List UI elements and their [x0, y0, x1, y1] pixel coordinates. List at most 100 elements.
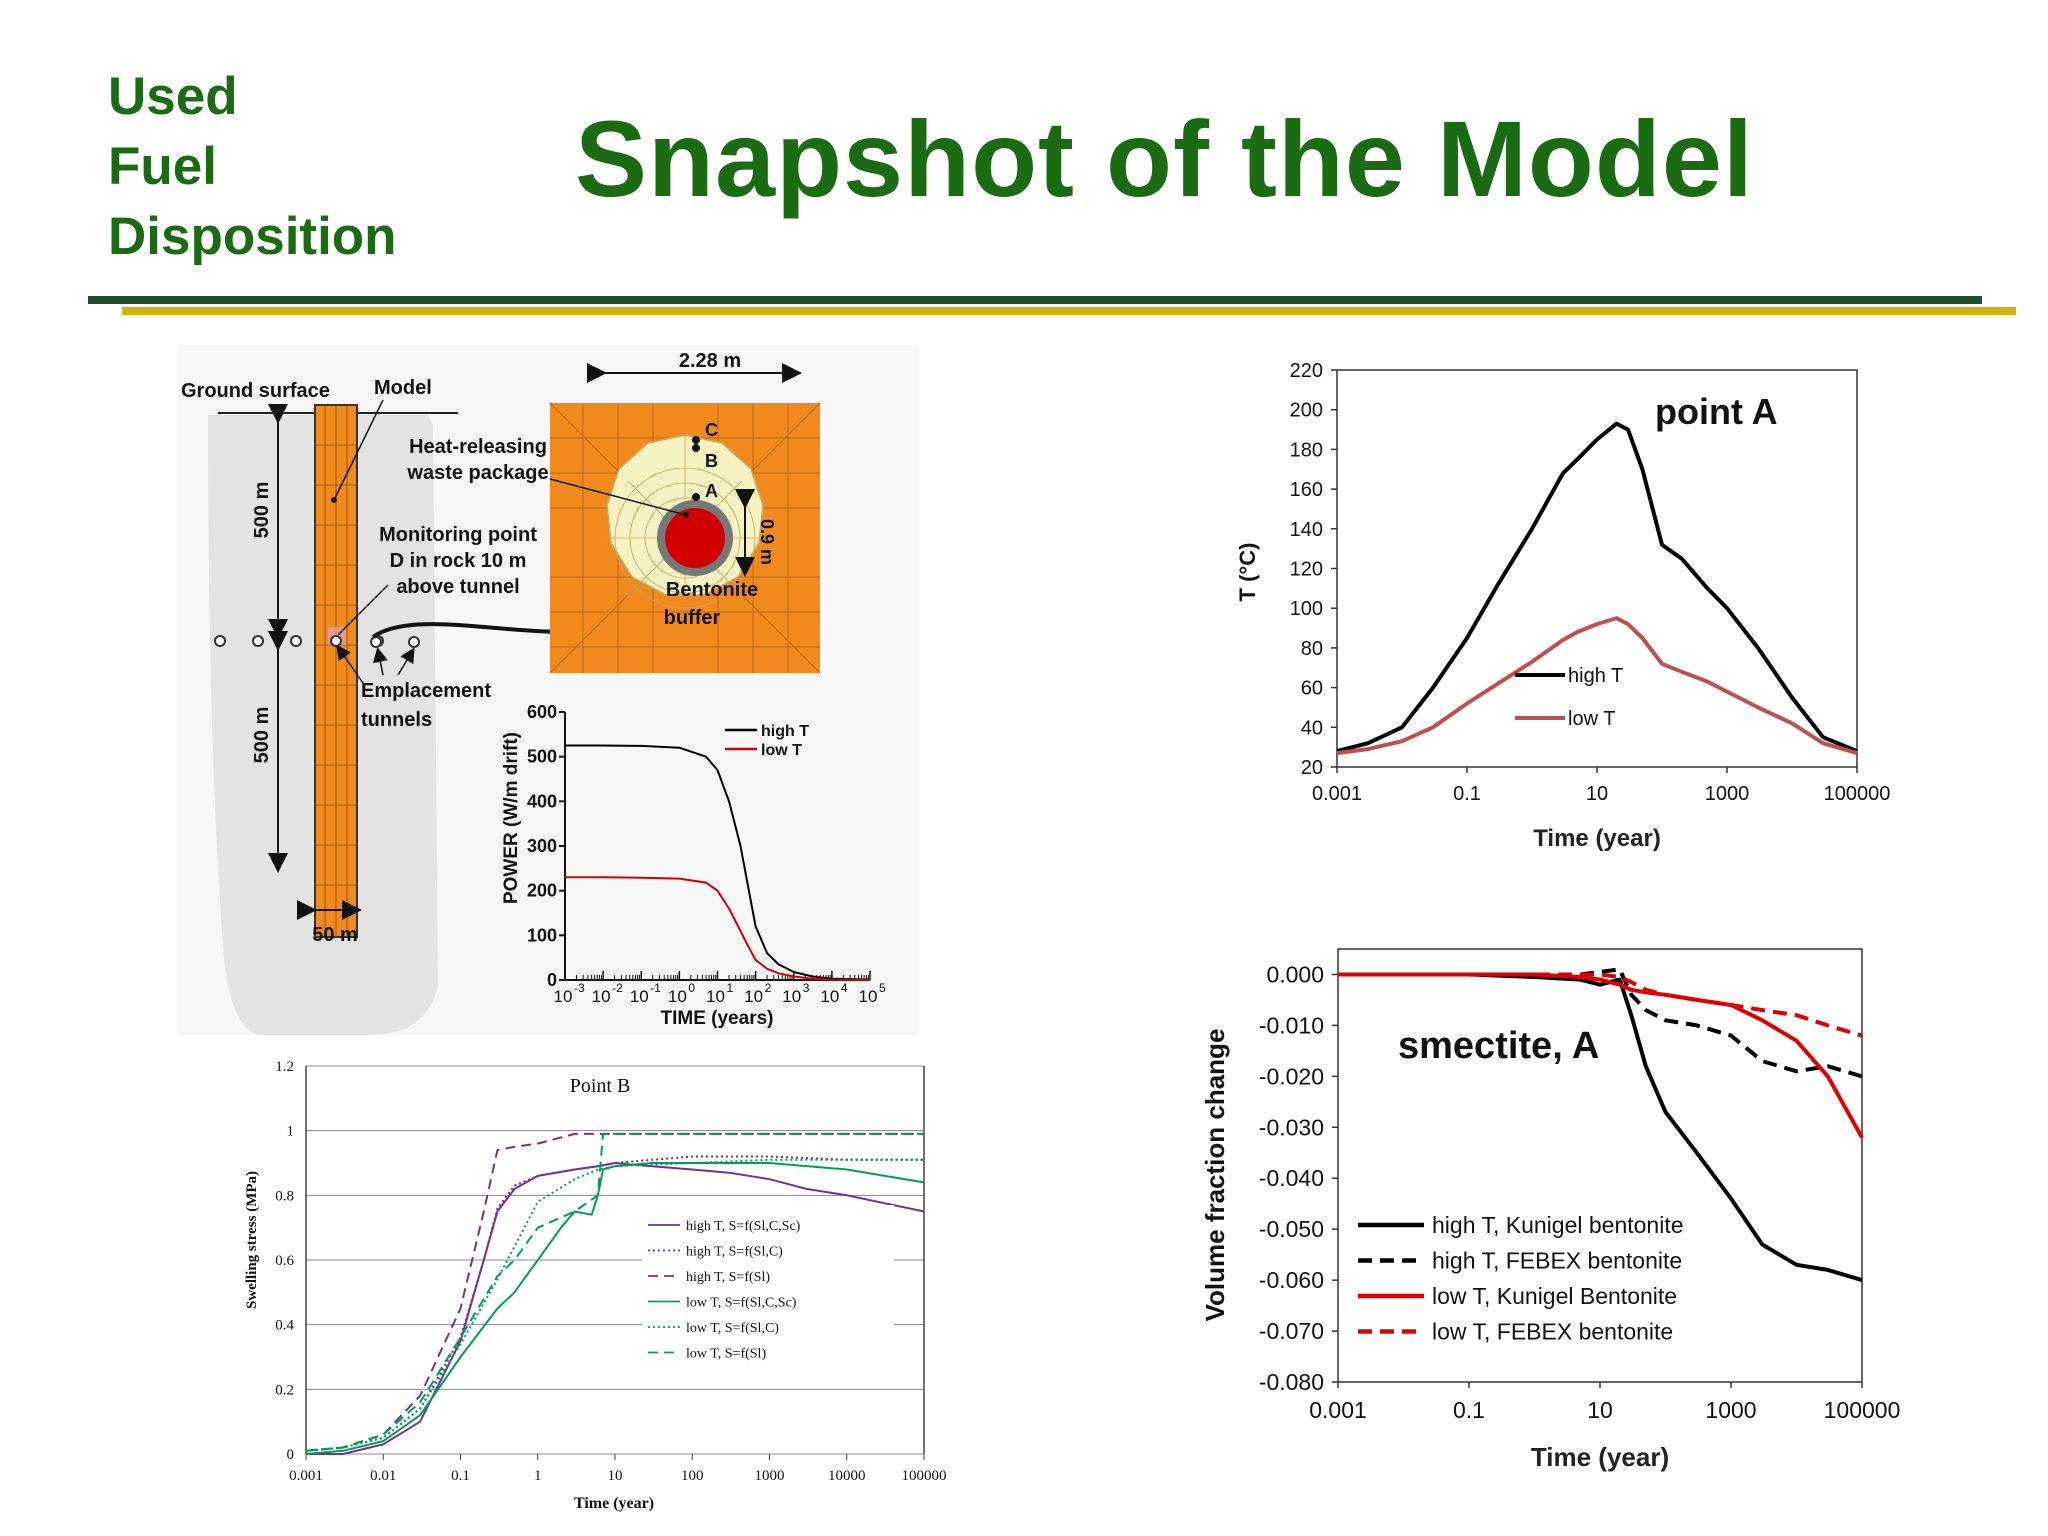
- swell-x-tick-label: 0.001: [289, 1468, 323, 1484]
- temp-y-tick-label: 20: [1301, 757, 1323, 779]
- smec-ylabel: Volume fraction change: [1200, 1029, 1230, 1322]
- power-x-tick-label: 10: [820, 987, 839, 1006]
- swell-legend-label-1: high T, S=f(Sl,C,Sc): [686, 1219, 801, 1234]
- depth-bottom-label: 500 m: [251, 707, 273, 764]
- heat-label-line2: waste package: [406, 462, 548, 484]
- heat-label-line1: Heat-releasing: [409, 436, 547, 458]
- drift-cross-section: [549, 402, 821, 674]
- power-x-tick-exponent: 2: [765, 981, 772, 995]
- power-legend-label-1: high T: [761, 723, 809, 740]
- swelling-series-6-line: [305, 1132, 924, 1452]
- smec-x-tick-label: 1000: [1705, 1397, 1756, 1423]
- model-pointer-dot: [331, 497, 337, 503]
- power-y-tick-label: 400: [527, 791, 557, 811]
- temperature-chart: 20 40 60 80 100 120 140 160 180 200 220 0.001 0.1 10 1…: [1235, 360, 1891, 852]
- temp-y-tick-label: 180: [1290, 439, 1323, 461]
- swell-y-tick-label: 0.8: [275, 1188, 294, 1204]
- smec-legend-label-1: high T, Kunigel bentonite: [1432, 1212, 1684, 1238]
- monitoring-label-line2: D in rock 10 m: [390, 550, 527, 572]
- model-pointer: [333, 399, 384, 501]
- swelling-series-2-line: [305, 1155, 924, 1452]
- power-x-tick-exponent: 3: [803, 981, 810, 995]
- temp-y-tick-label: 80: [1301, 638, 1323, 660]
- temp-x-tick-label: 0.001: [1312, 783, 1362, 805]
- smec-legend-label-3: low T, Kunigel Bentonite: [1432, 1283, 1677, 1309]
- power-x-tick-label: 10: [744, 987, 763, 1006]
- smec-title: smectite, A: [1398, 1025, 1599, 1067]
- swell-legend-box: [642, 1205, 894, 1361]
- temp-y-tick-label: 160: [1290, 479, 1323, 501]
- temp-title: point A: [1655, 391, 1778, 432]
- power-x-tick-label: 10: [554, 987, 573, 1006]
- temp-legend-label-1: high T: [1568, 665, 1623, 687]
- smec-x-tick-label: 0.1: [1453, 1397, 1485, 1423]
- smec-x-tick-label: 100000: [1824, 1397, 1901, 1423]
- brand-line-disposition: Disposition: [108, 207, 397, 266]
- smec-x-tick-label: 0.001: [1309, 1397, 1367, 1423]
- swell-x-tick-label: 10000: [828, 1468, 866, 1484]
- power-x-tick-exponent: 1: [727, 981, 734, 995]
- smec-y-tick-label: -0.070: [1259, 1318, 1324, 1344]
- width-label: 50 m: [312, 924, 358, 946]
- power-x-tick-exponent: 0: [688, 981, 695, 995]
- swell-x-tick-label: 100000: [902, 1468, 947, 1484]
- swell-x-tick-label: 10: [608, 1468, 623, 1484]
- point-b-label: B: [705, 451, 718, 471]
- heat-pointer: [549, 478, 687, 516]
- smec-legend-label-4: low T, FEBEX bentonite: [1432, 1319, 1673, 1345]
- drift-width-label: 2.28 m: [679, 350, 741, 372]
- emplacement-label-line1: Emplacement: [361, 680, 491, 702]
- header-rule-green: [88, 296, 1982, 304]
- power-x-tick-label: 10: [630, 987, 649, 1006]
- swell-xlabel: Time (year): [574, 1495, 654, 1512]
- temp-y-tick-label: 60: [1301, 678, 1323, 700]
- swell-legend-label-3: high T, S=f(Sl): [686, 1270, 770, 1285]
- swell-legend-label-5: low T, S=f(Sl,C): [686, 1321, 779, 1336]
- power-series-1-line: [565, 744, 871, 981]
- temperature-series-2-line: [1336, 616, 1858, 756]
- power-y-tick-label: 300: [527, 836, 557, 856]
- power-y-tick-label: 0: [547, 970, 557, 990]
- smectite-series-4-line: [1338, 972, 1863, 1038]
- swell-legend-label-6: low T, S=f(Sl): [686, 1347, 766, 1362]
- header-rule-gold: [122, 307, 2016, 315]
- temp-xlabel: Time (year): [1533, 825, 1661, 852]
- smec-x-tick-label: 10: [1587, 1397, 1613, 1423]
- power-x-tick-exponent: 4: [841, 981, 848, 995]
- smec-y-tick-label: -0.080: [1259, 1369, 1324, 1395]
- power-ylabel: POWER (W/m drift): [501, 732, 522, 904]
- emplacement-pointers: [336, 644, 415, 684]
- buffer-thickness-label: 0.9 m: [757, 519, 777, 565]
- swell-x-tick-label: 0.1: [451, 1468, 470, 1484]
- temp-y-tick-label: 100: [1290, 598, 1323, 620]
- point-c-label: C: [705, 420, 718, 440]
- swelling-chart: 0 0.2 0.4 0.6 0.8 1 1.2 0.001 0.01 0.1 1 10 100 1000 1…: [244, 1059, 947, 1512]
- power-x-tick-label: 10: [782, 987, 801, 1006]
- temperature-series-1-line: [1336, 421, 1858, 754]
- temp-y-tick-label: 40: [1301, 717, 1323, 739]
- swell-y-tick-label: 0.4: [275, 1318, 294, 1334]
- brand-line-fuel: Fuel: [108, 137, 217, 196]
- depth-top-label: 500 m: [251, 482, 273, 539]
- swell-title: Point B: [570, 1075, 631, 1097]
- smec-y-tick-label: 0.000: [1266, 961, 1324, 987]
- smec-y-tick-label: -0.020: [1259, 1063, 1324, 1089]
- smec-y-tick-label: -0.050: [1259, 1216, 1324, 1242]
- power-x-tick-label: 10: [668, 987, 687, 1006]
- temp-x-tick-label: 100000: [1824, 783, 1891, 805]
- bentonite-label-line2: buffer: [664, 607, 721, 629]
- temp-x-tick-label: 10: [1586, 783, 1608, 805]
- temp-y-tick-label: 140: [1290, 519, 1323, 541]
- monitoring-label-line3: above tunnel: [396, 576, 519, 598]
- smec-y-tick-label: -0.040: [1259, 1165, 1324, 1191]
- power-y-tick-label: 500: [527, 747, 557, 767]
- swelling-series-3-line: [305, 1132, 924, 1452]
- monitoring-points: [692, 436, 700, 501]
- page-title: Snapshot of the Model: [575, 98, 1754, 219]
- emplacement-label-line2: tunnels: [361, 709, 432, 731]
- tunnel-marker-b: [370, 636, 382, 648]
- brand-block: Used Fuel Disposition: [108, 62, 397, 272]
- model-column: [314, 404, 358, 938]
- bentonite-label-line1: Bentonite: [666, 579, 758, 601]
